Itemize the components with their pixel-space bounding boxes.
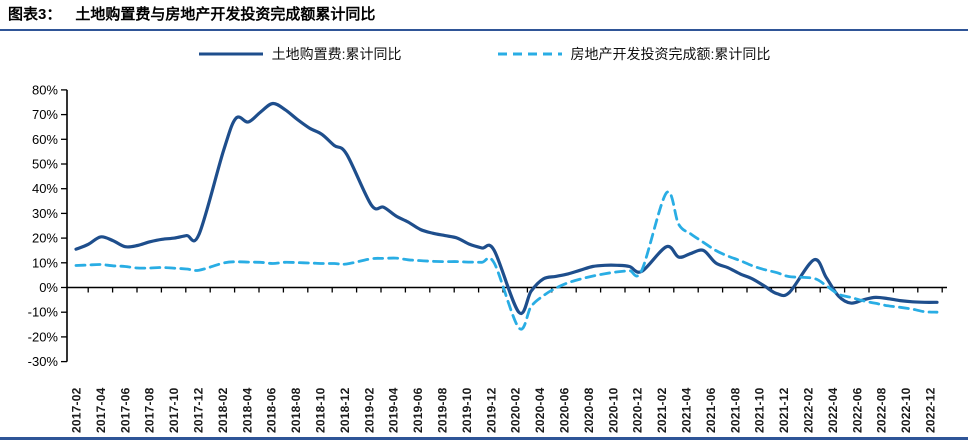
x-tick-label: 2017-08 — [143, 387, 157, 433]
x-tick-label: 2020-04 — [533, 387, 547, 433]
legend: 土地购置费:累计同比 房地产开发投资完成额:累计同比 — [0, 44, 968, 64]
x-tick-label: 2018-04 — [240, 387, 254, 433]
x-tick-label: 2018-12 — [338, 387, 352, 433]
x-tick-label: 2019-02 — [362, 387, 376, 433]
x-tick-label: 2017-10 — [167, 387, 181, 433]
x-tick-label: 2017-06 — [118, 387, 132, 433]
x-tick-label: 2021-04 — [680, 387, 694, 433]
x-tick-label: 2019-06 — [411, 387, 425, 433]
x-tick-label: 2022-02 — [802, 387, 816, 433]
bottom-divider — [0, 437, 968, 440]
legend-line-dashed-icon — [497, 52, 562, 56]
x-tick-label: 2018-08 — [289, 387, 303, 433]
x-tick-label: 2021-10 — [753, 387, 767, 433]
x-tick-label: 2022-06 — [850, 387, 864, 433]
x-tick-label: 2018-06 — [265, 387, 279, 433]
x-tick-label: 2022-08 — [875, 387, 889, 433]
x-tick-label: 2018-10 — [314, 387, 328, 433]
y-tick-label: 70% — [32, 107, 58, 122]
title-bar: 图表3： 土地购置费与房地产开发投资完成额累计同比 — [0, 0, 968, 31]
x-tick-label: 2022-10 — [899, 387, 913, 433]
x-tick-label: 2017-12 — [192, 387, 206, 433]
land-fee-line — [74, 101, 939, 316]
x-tick-label: 2019-10 — [460, 387, 474, 433]
page-title: 土地购置费与房地产开发投资完成额累计同比 — [75, 6, 376, 23]
legend-line-solid-icon — [198, 52, 263, 56]
y-tick-label: 40% — [32, 181, 58, 196]
x-tick-label: 2021-06 — [704, 387, 718, 433]
figure-number-label: 图表3： — [8, 6, 62, 23]
y-tick-label: 20% — [32, 231, 58, 246]
x-tick-label: 2020-12 — [631, 387, 645, 433]
x-tick-label: 2019-12 — [484, 387, 498, 433]
x-tick-label: 2022-04 — [826, 387, 840, 433]
y-tick-label: 10% — [32, 255, 58, 270]
y-tick-label: 50% — [32, 157, 58, 172]
x-tick-label: 2018-02 — [216, 387, 230, 433]
x-tick-label: 2020-10 — [606, 387, 620, 433]
legend-item-land-fee: 土地购置费:累计同比 — [198, 44, 402, 64]
y-tick-label: -20% — [28, 329, 59, 344]
x-tick-label: 2020-02 — [509, 387, 523, 433]
x-tick-label: 2017-02 — [70, 387, 84, 433]
x-tick-label: 2021-12 — [777, 387, 791, 433]
y-tick-label: -30% — [28, 354, 59, 369]
y-tick-label: 60% — [32, 132, 58, 147]
x-tick-label: 2020-08 — [582, 387, 596, 433]
x-tick-label: 2020-06 — [558, 387, 572, 433]
y-tick-label: 80% — [32, 82, 58, 97]
y-tick-label: -10% — [28, 305, 59, 320]
y-tick-label: 30% — [32, 206, 58, 221]
x-tick-label: 2017-04 — [94, 387, 108, 433]
legend-item-investment: 房地产开发投资完成额:累计同比 — [497, 44, 771, 64]
legend-label-investment: 房地产开发投资完成额:累计同比 — [570, 46, 771, 62]
y-tick-label: 0% — [39, 280, 58, 295]
x-tick-label: 2019-08 — [436, 387, 450, 433]
x-tick-label: 2019-04 — [387, 387, 401, 433]
legend-label-land-fee: 土地购置费:累计同比 — [271, 46, 402, 62]
x-tick-label: 2022-12 — [924, 387, 938, 433]
x-tick-label: 2021-02 — [655, 387, 669, 433]
investment-line — [74, 190, 939, 331]
x-tick-label: 2021-08 — [728, 387, 742, 433]
